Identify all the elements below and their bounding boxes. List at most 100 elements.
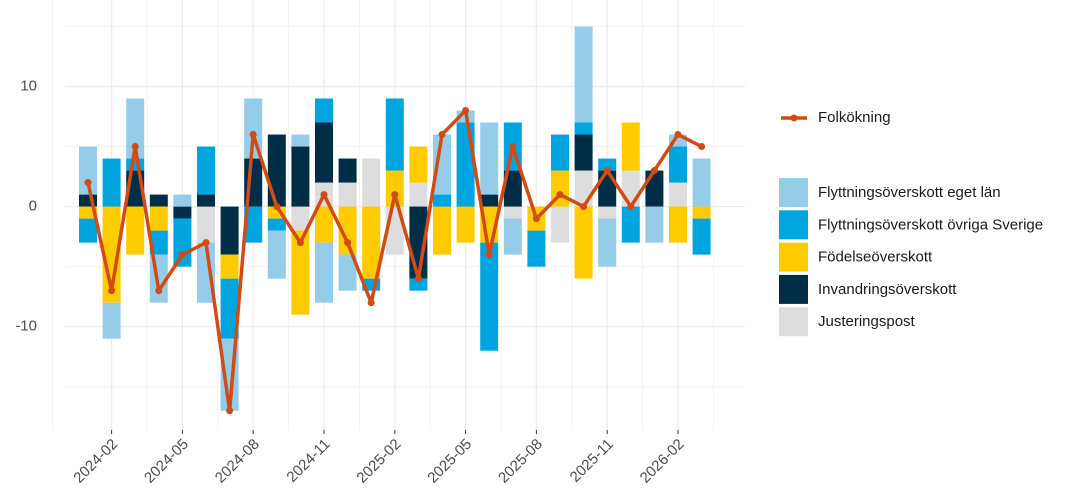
legend-swatch (779, 307, 808, 337)
bar-segment (409, 146, 428, 183)
bar-segment (197, 242, 215, 303)
bar-segment (385, 170, 404, 207)
bar-segment (291, 206, 310, 231)
x-tick-label: 2025-08 (495, 436, 546, 487)
bar-segment (433, 206, 451, 255)
legend-label: Invandringsöverskott (818, 281, 957, 298)
line-point (627, 203, 635, 211)
bar-segment (291, 146, 310, 207)
bar-segment (291, 230, 310, 315)
line-point (367, 299, 375, 307)
bar-segment (126, 206, 145, 255)
y-tick-label: 10 (20, 77, 37, 94)
bar-segment (503, 206, 522, 219)
legend-label: Flyttningsöverskott eget län (818, 184, 1001, 201)
legend-line-key-point (790, 114, 798, 122)
x-tick-label: 2024-05 (141, 436, 192, 487)
x-tick-label: 2024-02 (70, 436, 121, 487)
bar-segment (551, 134, 569, 171)
legend-label: Folkökning (818, 109, 891, 126)
legend-swatch (779, 178, 808, 207)
bar-segment (102, 302, 121, 339)
bar-segment (338, 254, 357, 291)
bar-segment (173, 218, 192, 267)
bar-segment (220, 206, 239, 255)
bar-segment (456, 122, 475, 207)
bar-segment (503, 170, 522, 207)
bar-segment (433, 194, 451, 207)
line-point (84, 179, 92, 187)
line-point (273, 203, 281, 211)
bar-segment (197, 206, 215, 243)
bar-segment (173, 194, 192, 207)
bar-segment (362, 158, 381, 207)
line-point (556, 191, 564, 199)
line-point (414, 275, 422, 283)
bar-segment (149, 206, 168, 231)
bar-segment (315, 206, 333, 243)
bar-segment (692, 218, 711, 255)
bar-segment (503, 218, 522, 255)
bar-segment (267, 230, 286, 279)
bar-segment (574, 170, 593, 207)
bar-segment (669, 182, 687, 207)
x-tick-label: 2024-11 (283, 436, 333, 486)
line-point (249, 131, 257, 139)
x-tick-label: 2025-05 (424, 436, 475, 487)
bar-segment (126, 98, 145, 159)
bar-segment (409, 182, 428, 207)
legend-swatch (779, 210, 808, 240)
bar-segment (362, 206, 381, 279)
bar-segment (79, 146, 97, 195)
bar-segment (220, 278, 239, 339)
bar-segment (149, 230, 168, 255)
y-tick-label: -10 (15, 318, 37, 335)
line-point (155, 287, 163, 295)
line-point (698, 143, 706, 151)
bar-segment (551, 206, 569, 243)
bar-segment (669, 206, 687, 243)
bar-segment (79, 218, 97, 243)
line-point (532, 215, 540, 223)
bar-segment (598, 206, 617, 219)
bar-segment (480, 122, 499, 195)
bar-segment (669, 146, 687, 183)
legend-label: Födelseöverskott (818, 249, 933, 266)
bar-segment (338, 158, 357, 183)
bar-segment (267, 218, 286, 231)
bar-segment (338, 206, 357, 255)
bar-segment (197, 194, 215, 207)
bar-segment (645, 170, 664, 207)
bar-segment (102, 206, 121, 303)
line-point (226, 407, 234, 415)
bar-segment (574, 122, 593, 135)
bar-segment (598, 158, 617, 171)
bar-segment (621, 206, 640, 243)
bar-segment (315, 122, 333, 183)
x-tick-label: 2026-02 (637, 436, 688, 487)
y-tick-label: 0 (29, 198, 37, 215)
bar-segment (102, 158, 121, 207)
legend-label: Justeringspost (818, 313, 916, 330)
bar-segment (315, 242, 333, 303)
bar-segment (480, 242, 499, 351)
x-tick-label: 2025-02 (353, 436, 404, 487)
legend-swatch (779, 242, 808, 272)
bar-segment (574, 26, 593, 123)
line-point (344, 239, 352, 247)
bar-segment (480, 194, 499, 207)
bar-segment (315, 98, 333, 123)
line-point (580, 203, 588, 211)
line-point (485, 251, 493, 259)
bar-segment (149, 194, 168, 207)
bar-segment (220, 254, 239, 279)
bar-segment (291, 134, 310, 147)
bar-segment (126, 158, 145, 171)
line-point (202, 239, 210, 247)
bar-segment (598, 218, 617, 267)
bar-segment (574, 134, 593, 171)
bar-segment (244, 206, 263, 243)
bar-segment (574, 206, 593, 279)
bar-segment (598, 170, 617, 207)
